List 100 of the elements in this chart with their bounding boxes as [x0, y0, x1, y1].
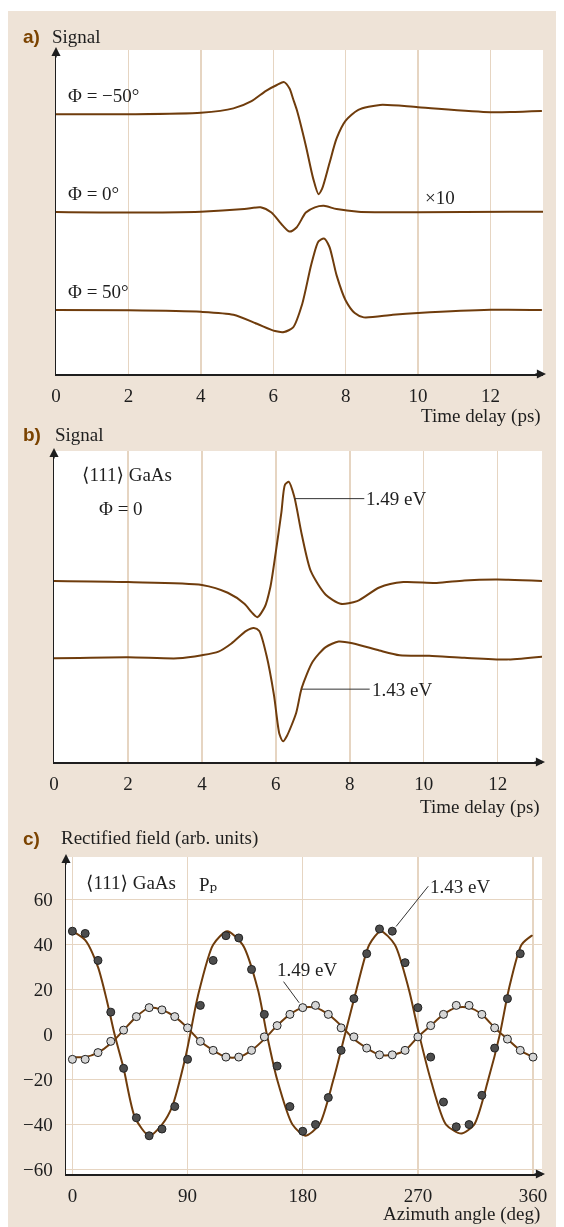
point	[502, 994, 512, 1004]
x-tick-label: 90	[178, 1185, 198, 1207]
y-tick-label: 20	[33, 979, 53, 1001]
point	[247, 1045, 257, 1055]
x-tick-label: 0	[67, 1185, 78, 1207]
point	[131, 1113, 141, 1123]
point	[374, 924, 384, 934]
x-tick-label: 6	[268, 385, 278, 407]
point	[387, 1050, 397, 1060]
point	[490, 1023, 500, 1033]
annotation: Pₚ	[199, 874, 218, 895]
annotation: ×10	[425, 187, 455, 208]
point	[413, 1032, 423, 1042]
x-tick-label: 12	[481, 385, 500, 407]
x-tick-label: 8	[340, 385, 351, 407]
point	[323, 1009, 333, 1019]
x-tick-label: 8	[345, 773, 355, 795]
y-tick-label: −40	[22, 1114, 53, 1136]
x-tick-label: 2	[123, 385, 134, 407]
point	[285, 1102, 295, 1112]
point	[195, 1000, 205, 1010]
point	[80, 1054, 90, 1064]
chart-title: b)	[23, 423, 41, 445]
y-tick-label: 0	[43, 1024, 53, 1046]
annotation: 1.43 eV	[430, 876, 491, 897]
y-tick-label: −20	[22, 1069, 53, 1091]
point	[451, 1000, 461, 1010]
x-axis-title: Time delay (ps)	[421, 405, 541, 427]
x-tick-label: 4	[197, 773, 208, 795]
point	[208, 1045, 218, 1055]
y-axis-title: Rectified field (arb. units)	[61, 827, 259, 849]
point	[285, 1009, 295, 1019]
point	[311, 1000, 321, 1010]
series-label: Φ = −50°	[68, 85, 140, 106]
point	[157, 1124, 167, 1134]
point	[336, 1023, 346, 1033]
point	[67, 926, 77, 936]
y-tick-label: 60	[33, 889, 53, 911]
point	[183, 1054, 193, 1064]
point	[362, 1043, 372, 1053]
point	[80, 928, 90, 938]
x-tick-label: 12	[488, 773, 508, 795]
point	[464, 1000, 474, 1010]
y-axis-title: Signal	[55, 424, 104, 445]
point	[272, 1061, 282, 1071]
point	[515, 949, 525, 959]
point	[272, 1021, 282, 1031]
chart-title: c)	[23, 827, 40, 849]
point	[93, 955, 103, 965]
point	[183, 1023, 193, 1033]
point	[119, 1063, 129, 1073]
point	[400, 1045, 410, 1055]
point	[362, 949, 372, 959]
point	[323, 1093, 333, 1103]
point	[234, 933, 244, 943]
x-tick-label: 10	[414, 773, 434, 795]
point	[515, 1045, 525, 1055]
x-tick-label: 4	[196, 385, 207, 407]
y-tick-label: 40	[33, 934, 53, 956]
point	[67, 1054, 77, 1064]
point	[451, 1122, 461, 1132]
y-axis-title: Signal	[52, 26, 101, 47]
point	[464, 1120, 474, 1130]
point	[195, 1036, 205, 1046]
point	[131, 1012, 141, 1022]
point	[221, 1052, 231, 1062]
point	[221, 931, 231, 941]
x-axis-title: Time delay (ps)	[420, 796, 540, 818]
point	[502, 1034, 512, 1044]
point	[426, 1052, 436, 1062]
point	[93, 1048, 103, 1058]
point	[349, 994, 359, 1004]
chart-title: a)	[23, 25, 40, 47]
x-tick-label: 2	[123, 773, 133, 795]
x-tick-label: 6	[271, 773, 281, 795]
point	[528, 1052, 538, 1062]
point	[311, 1120, 321, 1130]
annotation: Φ = 0	[99, 498, 143, 519]
annotation: ⟨111⟩ GaAs	[86, 872, 176, 893]
x-tick-label: 10	[408, 385, 428, 407]
point	[208, 955, 218, 965]
point	[298, 1003, 308, 1013]
annotation: 1.43 eV	[372, 679, 433, 700]
point	[170, 1012, 180, 1022]
point	[400, 958, 410, 968]
point	[349, 1032, 359, 1042]
point	[144, 1003, 154, 1013]
point	[170, 1102, 180, 1112]
point	[247, 964, 257, 974]
point	[259, 1032, 269, 1042]
x-tick-label: 180	[288, 1185, 317, 1207]
series-label: Φ = 0°	[68, 183, 120, 204]
point	[259, 1009, 269, 1019]
point	[426, 1021, 436, 1031]
point	[106, 1007, 116, 1017]
y-tick-label: −60	[22, 1159, 53, 1181]
annotation: 1.49 eV	[366, 488, 427, 509]
point	[119, 1025, 129, 1035]
point	[387, 926, 397, 936]
annotation: 1.49 eV	[277, 959, 338, 980]
